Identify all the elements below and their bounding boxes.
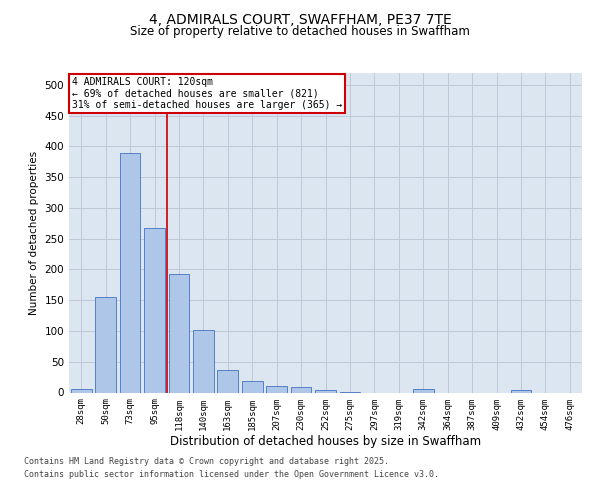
Bar [266, 386, 287, 392]
Bar [290, 387, 311, 392]
Bar [95, 297, 116, 392]
Bar [217, 370, 238, 392]
Bar [511, 390, 532, 392]
Bar [119, 152, 140, 392]
Bar [144, 228, 165, 392]
Text: 4 ADMIRALS COURT: 120sqm
← 69% of detached houses are smaller (821)
31% of semi-: 4 ADMIRALS COURT: 120sqm ← 69% of detach… [71, 78, 342, 110]
Bar [315, 390, 336, 392]
Bar [413, 390, 434, 392]
Text: Contains HM Land Registry data © Crown copyright and database right 2025.: Contains HM Land Registry data © Crown c… [24, 458, 389, 466]
Bar [193, 330, 214, 392]
Bar [71, 389, 92, 392]
Text: Contains public sector information licensed under the Open Government Licence v3: Contains public sector information licen… [24, 470, 439, 479]
Text: Size of property relative to detached houses in Swaffham: Size of property relative to detached ho… [130, 25, 470, 38]
X-axis label: Distribution of detached houses by size in Swaffham: Distribution of detached houses by size … [170, 435, 481, 448]
Y-axis label: Number of detached properties: Number of detached properties [29, 150, 39, 314]
Bar [169, 274, 190, 392]
Bar [242, 381, 263, 392]
Text: 4, ADMIRALS COURT, SWAFFHAM, PE37 7TE: 4, ADMIRALS COURT, SWAFFHAM, PE37 7TE [149, 12, 451, 26]
